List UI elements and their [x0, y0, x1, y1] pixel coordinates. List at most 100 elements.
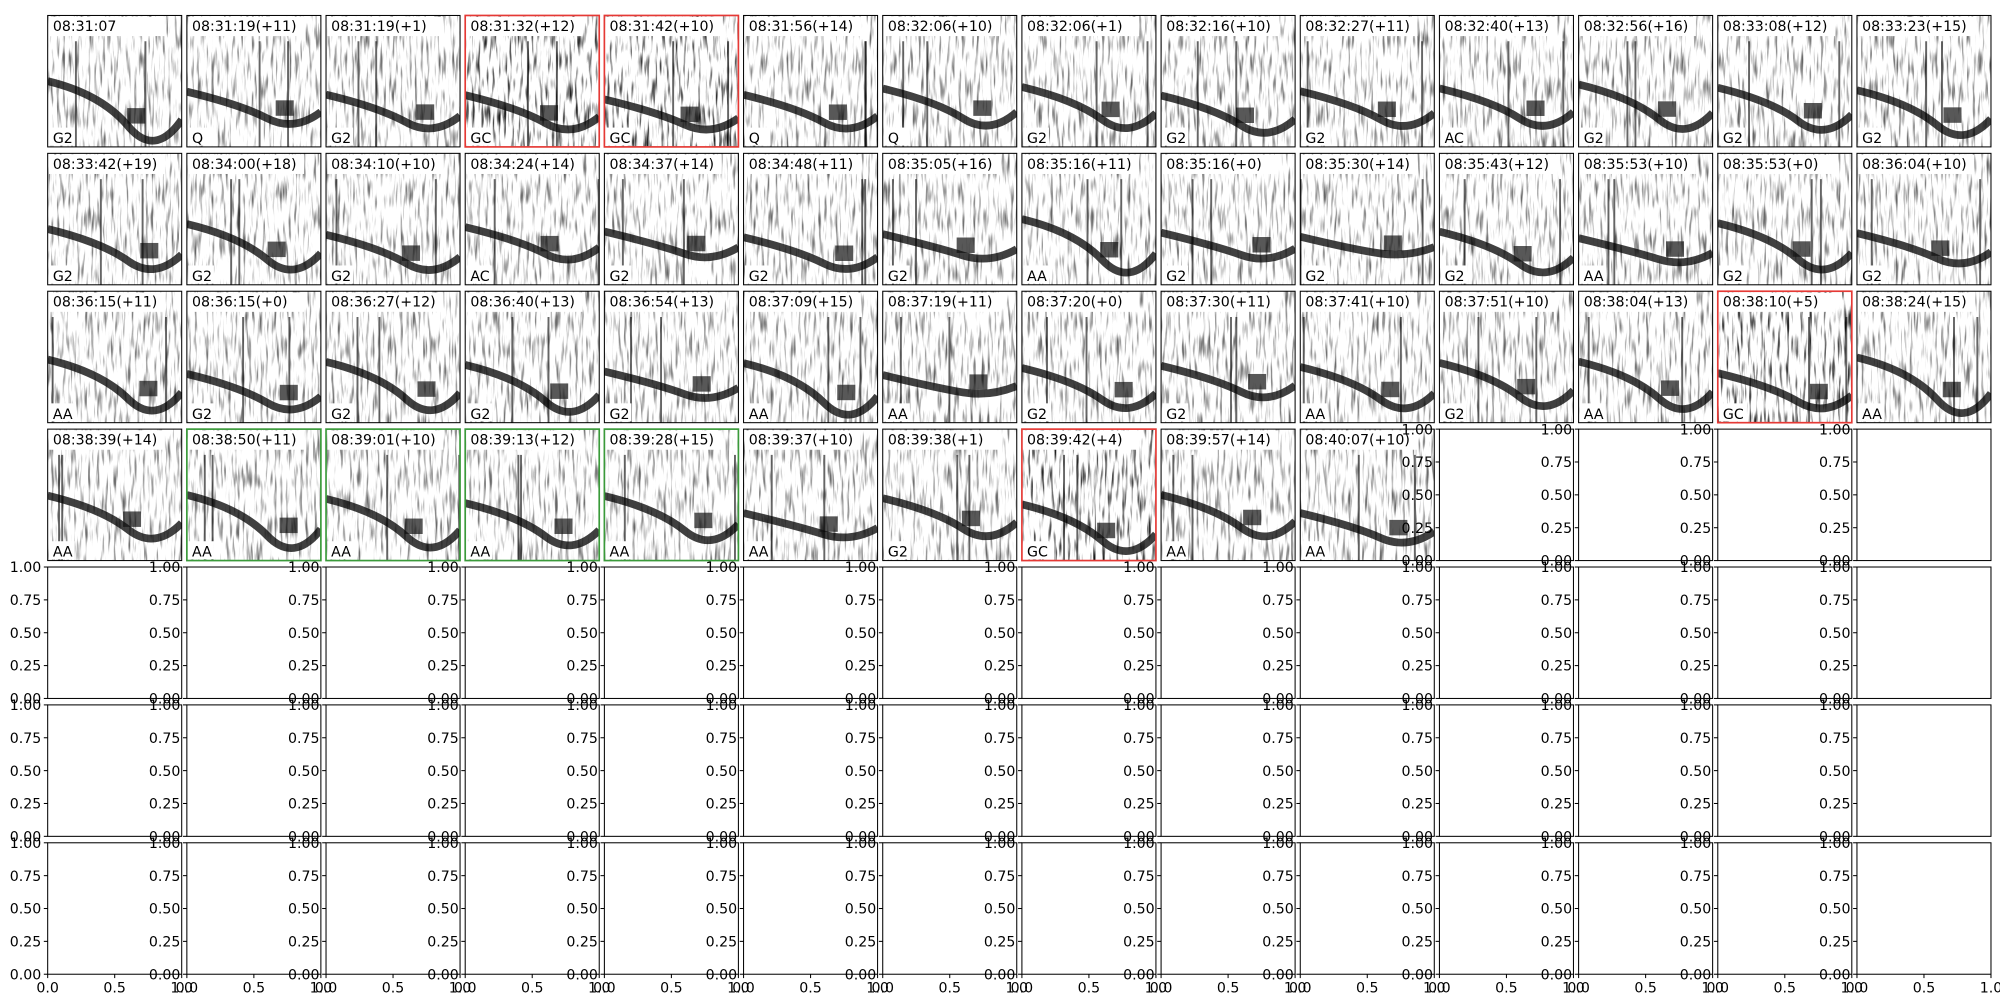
panel-time: 08:31:19(+11): [192, 19, 297, 35]
y-tick-label: 1.00: [288, 698, 320, 714]
spectrogram-image: [743, 291, 878, 423]
spectrogram-panel: 08:34:24(+14) AC: [464, 152, 600, 286]
y-tick-label: 0.25: [149, 659, 181, 675]
spectrogram-panel: 08:39:57(+14) AA: [1160, 428, 1296, 562]
y-tick-label: 1.00: [1819, 698, 1851, 714]
panel-frame: [1299, 428, 1435, 562]
y-tick-label: 1.00: [1680, 836, 1712, 852]
x-tick-label: 0.5: [1913, 980, 1936, 996]
panel-time: 08:32:27(+11): [1305, 19, 1409, 35]
y-tick-label: 0.75: [845, 731, 877, 747]
panel-label: AA: [1584, 407, 1604, 423]
y-tick-label: 1.00: [1401, 698, 1433, 714]
y-tick-label: 0.75: [1262, 731, 1294, 747]
y-tick-label: 0.75: [706, 731, 738, 747]
spectrogram-image: [1439, 291, 1574, 423]
axes-frame: [1021, 704, 1157, 837]
axes-frame: [882, 704, 1018, 837]
panel-label: AA: [53, 407, 73, 423]
y-tick-label: 1.00: [1819, 836, 1851, 852]
panel-time: 08:37:41(+10): [1305, 295, 1409, 311]
y-tick-label: 1.00: [1541, 836, 1573, 852]
panel-time: 08:39:13(+12): [470, 433, 574, 449]
y-tick-label: 0.50: [1123, 902, 1155, 918]
spectrogram-image: [326, 429, 461, 561]
y-tick-label: 1.00: [566, 836, 598, 852]
y-tick-label: 0.50: [149, 626, 181, 642]
y-tick-label: 0.75: [427, 593, 459, 609]
spectrogram-panel: 08:31:19(+1) G2: [325, 14, 461, 148]
y-tick-label: 0.25: [845, 935, 877, 951]
y-tick-label: 0.75: [149, 593, 181, 609]
spectrogram-panel: 08:38:50(+11) AA: [186, 428, 322, 562]
panel-time: 08:35:53(+10): [1584, 157, 1689, 173]
y-tick-label: 0.25: [1819, 659, 1851, 675]
x-tick-label: 1.0: [1980, 980, 2000, 996]
y-tick-label: 0.25: [10, 659, 42, 675]
y-tick-label: 0.50: [427, 626, 459, 642]
y-tick-label: 1.00: [1541, 698, 1573, 714]
axes-frame: [1438, 704, 1574, 837]
y-tick-label: 0.25: [706, 935, 738, 951]
empty-axes: 0.00 0.25 0.50 0.75 1.00: [706, 560, 879, 708]
panel-time: 08:36:54(+13): [610, 295, 715, 311]
y-tick-label: 1.00: [288, 836, 320, 852]
panel-label: G2: [1445, 407, 1465, 423]
panel-frame: [1856, 290, 1992, 424]
y-tick-label: 0.75: [566, 869, 598, 885]
y-tick-label: 0.75: [1262, 593, 1294, 609]
x-tick-label: 0.5: [1634, 980, 1657, 996]
spectrogram-panel: 08:39:13(+12) AA: [464, 428, 601, 562]
panel-frame: [186, 428, 322, 562]
y-tick-label: 0.75: [1680, 455, 1712, 471]
panel-frame: [603, 152, 739, 286]
y-tick-label: 0.25: [427, 935, 459, 951]
panel-frame: [882, 428, 1018, 562]
y-tick-label: 0.25: [1123, 935, 1155, 951]
y-tick-label: 0.00: [1541, 554, 1573, 570]
y-tick-label: 0.50: [1262, 764, 1294, 780]
panel-frame: [325, 14, 461, 148]
panel-time: 08:36:15(+11): [53, 295, 158, 311]
spectrogram-panel: 08:36:15(+0) G2: [186, 290, 322, 424]
axes-frame: [325, 566, 461, 699]
panel-label: G2: [1305, 131, 1325, 147]
panel-frame: [1021, 428, 1157, 562]
panel-frame: [464, 428, 601, 562]
panel-time: 08:34:24(+14): [470, 157, 574, 173]
panel-frame: [1021, 14, 1157, 148]
panel-frame: [603, 290, 739, 424]
y-tick-label: 0.75: [1819, 593, 1851, 609]
empty-axes: 0.00 0.25 0.50 0.75 1.00: [1401, 422, 1574, 570]
y-tick-label: 0.50: [288, 626, 320, 642]
panel-label: G2: [610, 407, 630, 423]
panel-frame: [1717, 152, 1853, 286]
empty-axes: 0.00 0.25 0.50 0.75 1.00 0.0 0.5 1.0: [1123, 836, 1306, 996]
spectrogram-image: [465, 153, 600, 285]
spectrogram-panel: 08:36:04(+10) G2: [1856, 152, 1992, 286]
y-tick-label: 0.75: [288, 593, 320, 609]
y-tick-label: 1.00: [1541, 422, 1573, 438]
y-tick-label: 1.00: [706, 560, 738, 576]
y-tick-label: 1.00: [566, 698, 598, 714]
spectrogram-panel: 08:31:19(+11) Q: [186, 14, 322, 148]
panel-frame: [1160, 152, 1296, 286]
panel-label: G2: [331, 407, 351, 423]
x-tick-label: 0.5: [1774, 980, 1797, 996]
spectrogram-image: [604, 15, 739, 147]
panel-frame: [464, 290, 600, 424]
y-tick-label: 0.25: [1262, 935, 1294, 951]
y-tick-label: 0.50: [1401, 488, 1433, 504]
x-tick-label: 0.0: [315, 980, 338, 996]
spectrogram-panel: 08:37:19(+11) AA: [882, 290, 1018, 424]
y-tick-label: 0.00: [1401, 692, 1433, 708]
y-tick-label: 0.25: [566, 797, 598, 813]
y-tick-label: 0.25: [845, 797, 877, 813]
empty-axes: 0.00 0.25 0.50 0.75 1.00: [427, 560, 600, 708]
y-tick-label: 0.50: [1541, 626, 1573, 642]
y-tick-label: 0.00: [1262, 829, 1294, 845]
panel-frame: [1160, 14, 1296, 148]
panel-label: G2: [1305, 269, 1325, 285]
y-tick-label: 0.00: [1123, 692, 1155, 708]
panel-label: GC: [1027, 545, 1048, 561]
